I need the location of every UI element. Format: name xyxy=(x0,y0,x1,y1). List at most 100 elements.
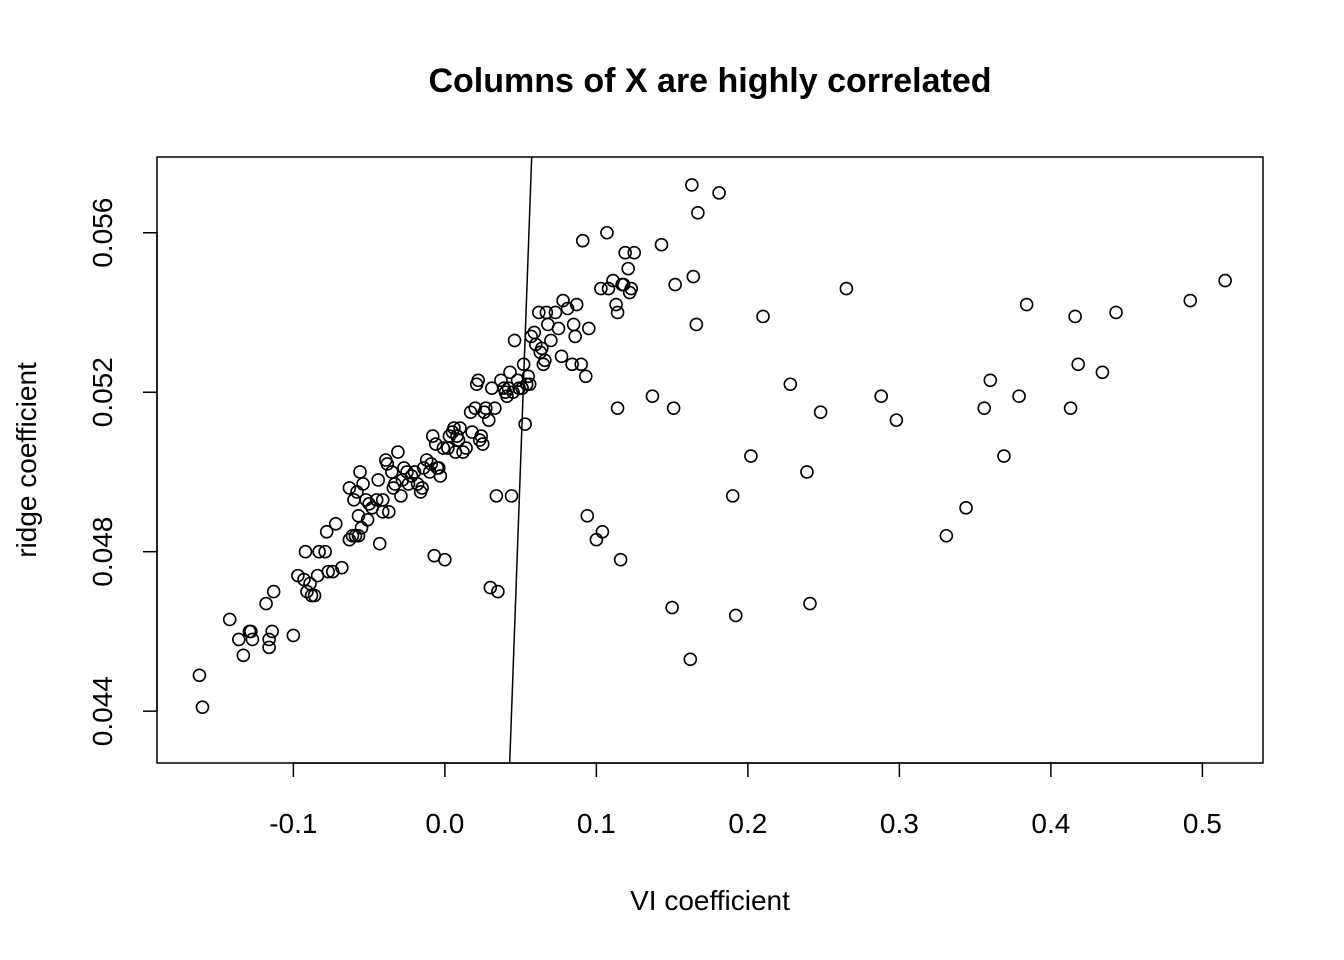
data-point xyxy=(538,353,552,368)
data-point xyxy=(442,429,457,443)
data-point xyxy=(544,333,558,348)
data-point xyxy=(463,405,478,419)
data-point xyxy=(566,317,581,332)
data-point xyxy=(691,206,705,220)
x-tick-label: 0.5 xyxy=(1183,808,1222,839)
data-point xyxy=(428,437,443,451)
data-point xyxy=(328,516,343,531)
data-point xyxy=(654,237,669,252)
data-point xyxy=(548,305,563,320)
data-point xyxy=(433,469,448,483)
data-point xyxy=(438,552,452,567)
data-point xyxy=(342,481,357,495)
data-point xyxy=(286,628,301,643)
data-point xyxy=(624,281,639,296)
data-point xyxy=(425,429,440,443)
y-axis-label: ridge coefficient xyxy=(11,362,42,558)
data-point xyxy=(356,477,370,491)
data-point xyxy=(521,369,535,384)
data-point xyxy=(601,281,616,296)
data-point xyxy=(471,373,485,388)
data-point xyxy=(939,528,954,543)
data-point xyxy=(756,309,770,324)
data-point xyxy=(380,457,395,471)
data-point xyxy=(353,465,367,479)
data-point xyxy=(518,417,532,431)
data-point xyxy=(1071,357,1085,372)
data-point xyxy=(1095,365,1110,380)
data-point xyxy=(244,624,258,639)
data-point xyxy=(192,668,207,683)
data-point xyxy=(319,524,334,539)
x-axis-label: VI coefficient xyxy=(630,885,790,916)
data-point xyxy=(783,377,798,392)
data-point xyxy=(300,584,314,599)
data-point xyxy=(589,532,604,547)
data-point xyxy=(575,233,590,248)
data-point xyxy=(507,333,522,348)
data-point xyxy=(813,405,828,419)
data-point xyxy=(554,349,569,364)
data-point xyxy=(689,317,704,332)
data-point xyxy=(580,509,595,523)
data-point xyxy=(610,305,625,320)
data-point xyxy=(686,269,701,284)
data-point xyxy=(447,421,461,435)
data-point xyxy=(568,329,582,344)
data-point xyxy=(600,225,614,240)
data-point xyxy=(556,293,570,308)
data-point xyxy=(683,652,698,667)
x-axis: -0.1 0.0 0.1 0.2 0.3 0.4 0.5 xyxy=(269,762,1222,839)
reference-line xyxy=(508,156,533,764)
data-point xyxy=(668,277,682,292)
data-point xyxy=(1012,389,1026,404)
data-point xyxy=(245,632,260,647)
data-point xyxy=(391,445,405,459)
data-point xyxy=(415,481,429,495)
data-points xyxy=(192,178,1232,714)
y-tick-label: 0.044 xyxy=(87,676,118,746)
data-point xyxy=(195,700,210,714)
data-point xyxy=(489,489,504,503)
data-point xyxy=(369,493,384,507)
data-point xyxy=(1109,305,1123,320)
data-point xyxy=(531,305,546,320)
chart-title: Columns of X are highly correlated xyxy=(428,62,991,100)
data-point xyxy=(627,245,642,260)
data-point xyxy=(307,588,322,603)
data-point xyxy=(266,584,281,599)
data-point xyxy=(618,245,632,260)
data-point xyxy=(997,449,1011,463)
data-point xyxy=(524,329,539,344)
data-point xyxy=(388,477,402,491)
data-point xyxy=(665,600,679,615)
data-point xyxy=(371,473,386,487)
data-point xyxy=(874,389,889,404)
data-point xyxy=(983,373,998,388)
data-point xyxy=(394,489,408,503)
plot-frame xyxy=(156,156,1264,764)
data-point xyxy=(325,564,340,579)
data-point xyxy=(725,489,740,503)
data-point xyxy=(560,301,575,316)
data-point xyxy=(1068,309,1082,324)
x-tick-label: 0.3 xyxy=(880,808,919,839)
data-point xyxy=(889,413,904,427)
x-tick-label: 0.0 xyxy=(425,808,464,839)
data-point xyxy=(527,325,542,340)
data-point xyxy=(728,608,743,623)
data-point xyxy=(595,524,610,539)
reference-line-group xyxy=(508,156,533,764)
y-tick-label: 0.056 xyxy=(87,198,118,268)
data-point xyxy=(382,505,396,519)
data-point xyxy=(516,357,531,372)
data-point xyxy=(551,321,566,336)
data-point xyxy=(488,401,502,415)
x-tick-label: 0.1 xyxy=(577,808,616,839)
data-point xyxy=(351,528,366,543)
data-point xyxy=(318,544,332,559)
data-point xyxy=(578,369,593,384)
data-point xyxy=(800,465,814,479)
data-point xyxy=(613,552,628,567)
